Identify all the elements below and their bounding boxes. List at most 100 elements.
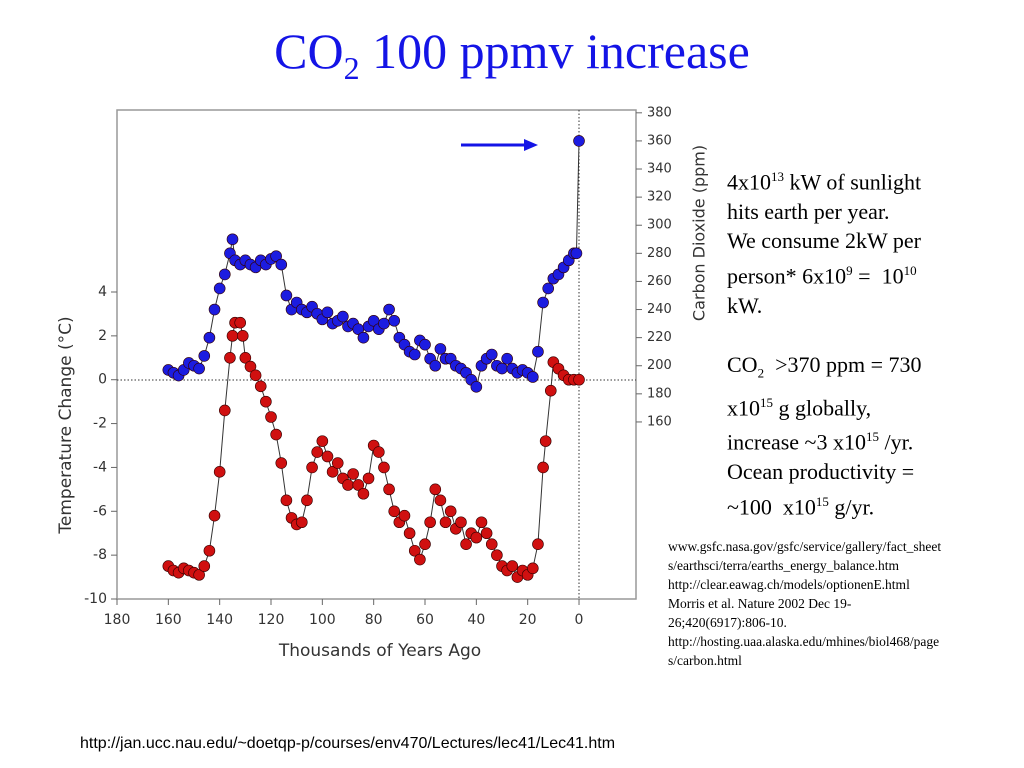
note-line: Ocean productivity =	[727, 457, 1017, 487]
note-line: hits earth per year.	[727, 197, 1017, 227]
reference: www.gsfc.nasa.gov/gsfc/service/gallery/f…	[668, 539, 942, 554]
note-text: ~100 x10	[727, 494, 816, 520]
data-point	[226, 233, 239, 246]
y2-tick-label: 360	[647, 133, 672, 148]
x-axis-label: Thousands of Years Ago	[278, 641, 481, 661]
data-point	[544, 384, 557, 397]
data-point	[460, 538, 472, 550]
y2-tick-label: 200	[647, 358, 672, 373]
data-point	[357, 331, 370, 344]
x-tick-label: 60	[416, 612, 434, 628]
data-point	[403, 527, 416, 540]
data-point	[537, 296, 549, 309]
note-line: CO2 >370 ppm = 730	[727, 350, 1017, 388]
x-tick-label: 120	[258, 612, 285, 628]
reference: http://clear.eawag.ch/models/optionenE.h…	[668, 577, 910, 592]
reference: 26;420(6917):806-10.	[668, 615, 787, 630]
data-point	[470, 531, 483, 544]
data-point	[254, 380, 267, 393]
note-text: x10	[727, 394, 760, 420]
plot-frame	[116, 109, 637, 600]
reference: s/carbon.html	[668, 653, 742, 668]
note-sup: 15	[760, 394, 773, 410]
data-point	[275, 258, 288, 271]
data-point	[208, 509, 221, 522]
note-line: 4x1013 kW of sunlight	[727, 162, 1017, 197]
x-tick-label: 0	[575, 612, 584, 628]
y-tick-label: -2	[93, 416, 107, 432]
y-tick-label: -8	[93, 547, 107, 563]
note-text: = 10	[852, 263, 904, 289]
data-point	[373, 446, 385, 458]
data-point	[378, 461, 390, 474]
data-point	[573, 135, 585, 147]
y2-tick-label: 280	[647, 246, 672, 261]
data-point	[311, 446, 324, 458]
data-point	[424, 516, 436, 529]
data-point	[270, 250, 282, 262]
reference: Morris et al. Nature 2002 Dec 19-	[668, 596, 852, 611]
data-point	[239, 351, 252, 364]
data-point	[434, 494, 447, 507]
data-point	[470, 381, 483, 393]
data-point	[193, 362, 205, 375]
data-point	[419, 538, 431, 550]
data-point	[280, 289, 293, 302]
data-point	[388, 314, 401, 327]
note-text: g/yr.	[828, 494, 875, 520]
data-point	[506, 560, 519, 572]
data-point	[527, 371, 539, 383]
references: www.gsfc.nasa.gov/gsfc/service/gallery/f…	[668, 537, 941, 670]
y2-tick-label: 160	[647, 414, 672, 429]
y-tick-label: 0	[98, 372, 107, 388]
reference: s/earthsci/terra/earths_energy_balance.h…	[668, 558, 900, 573]
arrow-head	[524, 139, 538, 151]
data-point	[275, 457, 288, 469]
note-text: kW.	[727, 292, 763, 318]
data-point	[219, 268, 231, 281]
data-point	[296, 516, 308, 529]
y-axis-label: Temperature Change (°C)	[56, 316, 76, 534]
data-point	[280, 494, 293, 507]
y-tick-label: -4	[93, 459, 107, 475]
data-point	[203, 544, 216, 557]
x-tick-label: 20	[519, 612, 537, 628]
data-point	[419, 338, 431, 351]
data-point	[357, 487, 370, 500]
data-point	[301, 494, 313, 507]
data-point	[321, 306, 334, 319]
chart: Thousands of Years Ago Temperature Chang…	[56, 105, 709, 661]
x-tick-label: 140	[206, 612, 233, 628]
data-point	[219, 404, 231, 417]
title-text: CO	[274, 23, 344, 79]
note-text: >370 ppm = 730	[764, 351, 922, 377]
data-point	[203, 331, 216, 344]
x-tick-label: 180	[104, 612, 131, 628]
footer: http://jan.ucc.nau.edu/~doetqp-p/courses…	[80, 735, 616, 752]
data-point	[260, 395, 272, 408]
data-point	[378, 317, 390, 330]
data-point	[265, 411, 277, 423]
note-text: increase ~3 x10	[727, 429, 866, 455]
data-point	[316, 435, 329, 447]
data-point	[501, 352, 513, 365]
data-point	[342, 479, 354, 491]
data-point	[414, 553, 426, 566]
note-line: We consume 2kW per	[727, 226, 1017, 256]
data-point	[408, 348, 421, 361]
data-point	[398, 509, 411, 522]
data-point	[213, 282, 226, 295]
data-point	[352, 479, 365, 491]
title-rest: 100 ppmv increase	[359, 23, 750, 79]
data-point	[408, 544, 421, 557]
y2-tick-label: 340	[647, 162, 672, 177]
note-text: g globally,	[773, 394, 872, 420]
data-point	[439, 516, 452, 529]
note-sup: 15	[815, 493, 829, 509]
data-point	[539, 435, 552, 447]
data-point	[383, 303, 395, 316]
data-point	[244, 360, 257, 373]
data-point	[532, 538, 544, 550]
data-point	[306, 461, 318, 474]
y2-tick-label: 180	[647, 386, 672, 401]
